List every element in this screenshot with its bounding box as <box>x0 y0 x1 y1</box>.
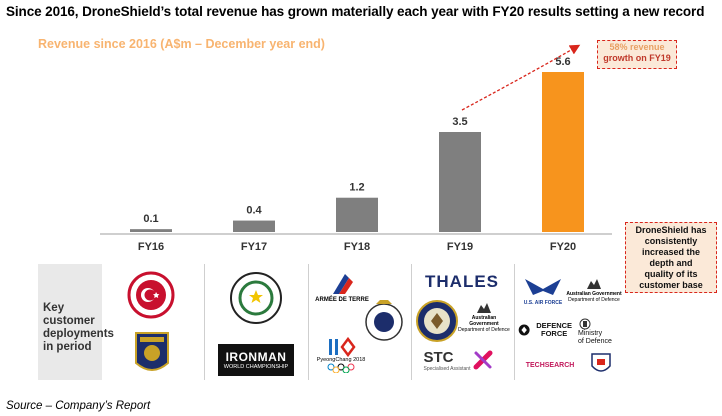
value-label-fy19: 3.5 <box>452 116 467 128</box>
australian-government-logo: Australian Government Department of Defe… <box>458 300 510 334</box>
stc-logo: STC Specialised Assistant <box>418 344 502 376</box>
adf-text: DEFENCE FORCE <box>536 321 573 338</box>
depth-line: customer base <box>639 280 703 290</box>
key-line: in period <box>43 341 92 353</box>
depth-line: consistently <box>644 236 698 246</box>
australian-defence-force-logo: DEFENCE FORCE <box>518 318 576 342</box>
value-label-fy18: 1.2 <box>349 182 364 194</box>
aus-gov-text-fy20: Australian Government <box>566 291 622 297</box>
revenue-bar-chart: 0.1 FY16 0.4 FY17 1.2 FY18 3.5 FY19 5.6 FY20 <box>100 44 612 253</box>
customer-depth-callout: DroneShield has consistently increased t… <box>625 222 717 293</box>
ironman-subtitle: WORLD CHAMPIONSHIP <box>223 364 289 370</box>
key-line: deployments <box>43 328 114 340</box>
aus-gov-text: Australian Government <box>469 315 499 327</box>
column-divider <box>514 264 515 380</box>
paraguay-seal-logo <box>228 270 284 326</box>
serbia-defence-crest <box>586 350 616 378</box>
bar-fy19 <box>439 132 481 232</box>
ironman-logo: IRONMAN WORLD CHAMPIONSHIP <box>218 344 294 376</box>
key-line: Key <box>43 302 65 314</box>
column-divider <box>204 264 205 380</box>
stc-subtitle: Specialised Assistant <box>423 365 471 372</box>
growth-callout-line2: growth on FY19 <box>603 53 671 63</box>
value-label-fy16: 0.1 <box>143 213 158 225</box>
bar-fy17 <box>233 220 275 232</box>
australian-government-defence-logo: Australian Government Department of Defe… <box>566 270 622 310</box>
us-state-department-seal <box>414 298 460 344</box>
pyeongchang-2018-logo: PyeongChang 2018 <box>316 330 366 380</box>
category-label-fy17: FY17 <box>241 241 267 253</box>
category-label-fy16: FY16 <box>138 241 164 253</box>
page-headline: Since 2016, DroneShield’s total revenue … <box>6 4 705 19</box>
growth-callout-line1: 58% revenue <box>609 42 665 52</box>
source-note: Source – Company’s Report <box>6 400 151 412</box>
value-label-fy17: 0.4 <box>246 205 262 217</box>
queensland-police-logo <box>364 298 404 344</box>
depth-line: quality of its <box>644 269 698 279</box>
depth-line: DroneShield has <box>635 225 707 235</box>
mod-line1: Ministry <box>578 330 603 337</box>
thales-logo: THALES <box>425 272 499 291</box>
bar-fy20 <box>542 72 584 232</box>
aus-dept-text-fy20: Department of Defence <box>568 297 620 303</box>
key-customers-label: Key customer deployments in period <box>38 264 114 380</box>
aus-dept-text: Department of Defence <box>458 327 510 333</box>
bar-fy18 <box>336 197 378 232</box>
ministry-of-defence-logo: Ministry of Defence <box>578 314 624 350</box>
mod-line2: of Defence <box>578 338 612 345</box>
pyeongchang-text: PyeongChang 2018 <box>316 357 366 363</box>
techsearch-logo: TECHSEARCH <box>525 361 575 369</box>
key-line: customer <box>43 315 95 327</box>
column-divider <box>308 264 309 380</box>
column-divider <box>411 264 412 380</box>
growth-arrow <box>461 44 581 111</box>
growth-callout: 58% revenue growth on FY19 <box>597 40 677 69</box>
turkish-police-logo <box>126 270 176 320</box>
bar-fy16 <box>130 229 172 232</box>
depth-line: depth and <box>649 258 693 268</box>
chart-title: Revenue since 2016 (A$m – December year … <box>38 37 325 51</box>
boston-police-logo <box>130 328 174 378</box>
usaf-text: U.S. AIR FORCE <box>523 300 563 306</box>
armee-de-terre-logo: ARMÉE DE TERRE <box>314 268 370 308</box>
category-label-fy19: FY19 <box>447 241 473 253</box>
value-label-fy20: 5.6 <box>555 56 570 68</box>
category-label-fy18: FY18 <box>344 241 370 253</box>
us-air-force-logo: U.S. AIR FORCE <box>518 270 568 312</box>
stc-wordmark: STC <box>423 348 454 366</box>
category-label-fy20: FY20 <box>550 241 576 253</box>
ironman-wordmark: IRONMAN <box>225 350 287 364</box>
depth-line: increased the <box>641 247 701 257</box>
armee-de-terre-text: ARMÉE DE TERRE <box>315 297 369 303</box>
